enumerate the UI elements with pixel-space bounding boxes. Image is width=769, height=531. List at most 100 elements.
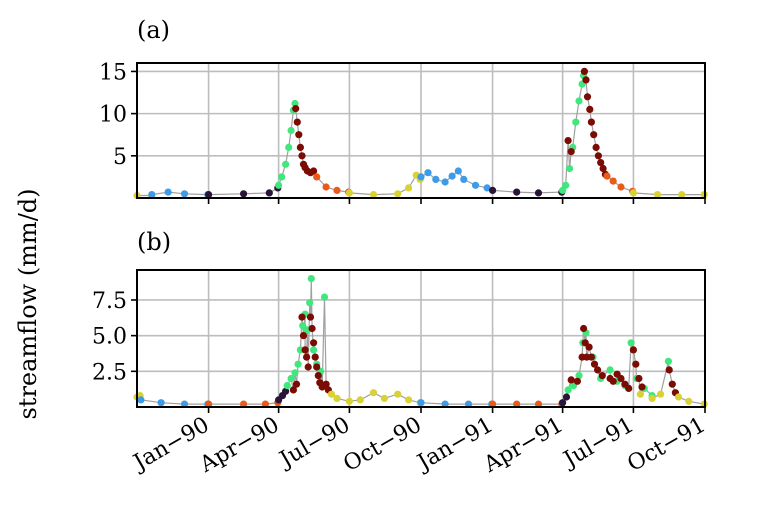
data-point-maroon	[635, 374, 643, 383]
data-point-maroon	[625, 384, 633, 392]
data-point-maroon	[583, 93, 592, 101]
data-point-green	[627, 339, 635, 347]
data-point-orange	[489, 400, 497, 408]
x-tick-label: Jul−91	[558, 413, 638, 474]
data-point-orange	[609, 177, 617, 185]
data-point-dark	[559, 399, 567, 407]
data-point-green	[606, 366, 614, 374]
data-point-blue	[441, 178, 449, 186]
data-point-yellow	[648, 394, 656, 402]
data-point-green	[572, 118, 580, 126]
data-point-maroon	[587, 353, 596, 361]
data-point-maroon	[580, 324, 588, 333]
data-point-yellow	[369, 191, 378, 199]
data-point-orange	[333, 186, 341, 194]
data-point-maroon	[597, 159, 605, 167]
y-tick-label: 5.0	[92, 325, 127, 350]
data-point-orange	[534, 400, 543, 408]
data-point-green	[306, 299, 314, 307]
data-point-maroon	[587, 118, 596, 126]
data-point-green	[299, 322, 307, 330]
data-point-blue	[471, 181, 480, 189]
x-tick-label: Jul−90	[274, 413, 354, 474]
data-point-blue	[448, 172, 456, 180]
data-point-yellow	[678, 191, 686, 199]
data-point-maroon	[567, 376, 575, 384]
data-point-maroon	[310, 167, 318, 175]
data-point-green	[664, 357, 673, 365]
data-point-maroon	[629, 346, 638, 354]
data-point-green	[564, 386, 572, 394]
data-point-blue	[164, 188, 172, 196]
data-point-orange	[513, 400, 521, 408]
data-point-yellow	[405, 184, 413, 192]
data-point-maroon	[590, 360, 599, 368]
data-point-maroon	[594, 152, 603, 160]
data-point-yellow	[333, 394, 341, 402]
data-point-blue	[432, 175, 440, 183]
data-point-green	[287, 374, 295, 383]
data-point-maroon	[296, 143, 304, 151]
data-point-yellow	[394, 190, 402, 198]
data-point-yellow	[380, 394, 388, 402]
data-point-green	[291, 369, 299, 377]
data-point-blue	[483, 184, 491, 192]
data-point-blue	[417, 173, 425, 181]
panel-b-label: (b)	[137, 228, 171, 256]
data-point-dark	[205, 191, 213, 199]
data-point-maroon	[313, 363, 321, 371]
data-point-blue	[137, 396, 145, 404]
data-point-green	[278, 173, 286, 181]
data-point-blue	[417, 399, 425, 407]
data-point-blue	[464, 400, 473, 408]
data-point-green	[294, 360, 302, 368]
data-point-yellow	[356, 396, 364, 404]
data-point-maroon	[308, 324, 316, 333]
data-point-blue	[424, 169, 432, 177]
data-point-maroon	[298, 152, 306, 160]
data-point-maroon	[632, 360, 640, 368]
data-point-maroon	[573, 377, 582, 385]
data-point-maroon	[292, 105, 300, 113]
data-point-maroon	[293, 118, 301, 126]
data-point-green	[310, 346, 318, 354]
x-tick-label: Jan−91	[412, 413, 498, 477]
data-point-yellow	[394, 390, 402, 398]
data-point-orange	[261, 400, 269, 408]
y-tick-label: 10	[99, 103, 127, 128]
data-point-maroon	[598, 372, 606, 380]
panel-a-label: (a)	[137, 16, 170, 44]
data-point-yellow	[327, 390, 336, 398]
y-tick-label: 2.5	[92, 360, 127, 385]
x-tick-label: Jan−90	[128, 413, 214, 477]
data-point-maroon	[564, 137, 572, 145]
data-point-maroon	[586, 105, 594, 113]
data-point-dark	[265, 189, 273, 197]
panel-a-plot: 5 10 15	[99, 60, 708, 204]
data-point-maroon	[314, 372, 322, 380]
data-point-yellow	[629, 189, 638, 197]
data-point-green	[566, 164, 574, 173]
data-point-yellow	[685, 397, 693, 405]
data-point-blue	[460, 175, 468, 183]
data-point-green	[282, 160, 290, 168]
data-point-maroon	[609, 377, 617, 385]
data-point-yellow	[369, 389, 378, 397]
panel-b-plot: 2.5 5.0 7.5 Jan−90Apr−90Jul−90Oct−90Jan−91A…	[92, 269, 710, 479]
data-point-orange	[240, 400, 248, 408]
data-point-dark	[534, 189, 543, 197]
data-point-maroon	[304, 363, 312, 371]
data-point-green	[283, 382, 291, 390]
data-point-maroon	[638, 383, 646, 391]
data-point-blue	[148, 191, 156, 199]
x-tick-label: Apr−90	[195, 413, 284, 479]
data-point-yellow	[653, 191, 662, 199]
data-point-maroon	[665, 366, 673, 374]
data-point-maroon	[298, 313, 306, 321]
data-point-dark	[489, 186, 497, 194]
data-point-yellow	[657, 390, 665, 398]
data-point-yellow	[674, 393, 683, 401]
data-point-yellow	[405, 396, 413, 404]
data-point-dark	[562, 393, 571, 401]
